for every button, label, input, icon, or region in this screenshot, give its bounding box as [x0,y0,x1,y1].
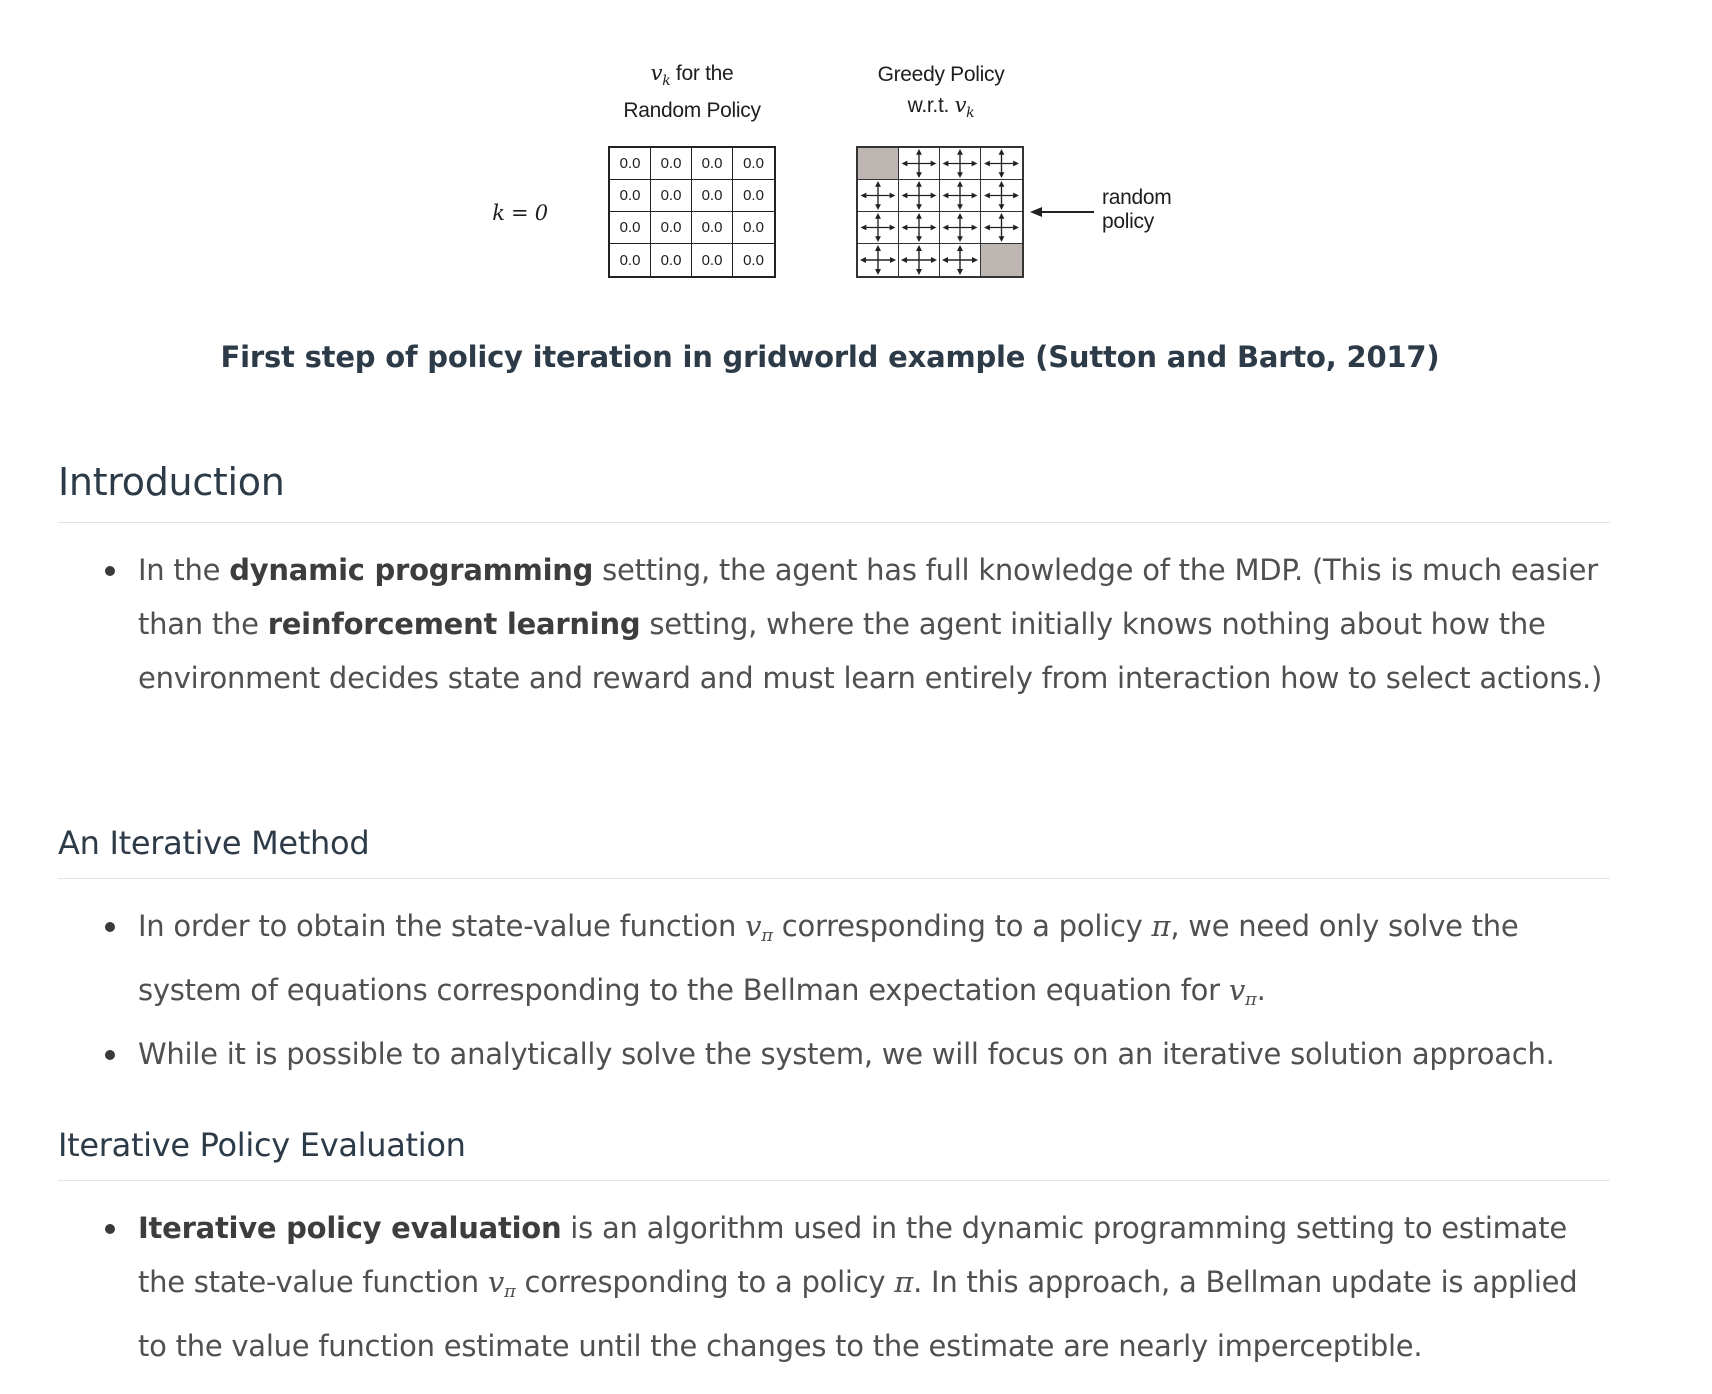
list-item: Iterative policy evaluation is an algori… [105,1201,1610,1373]
arrow-left-icon [1030,207,1094,217]
introduction-section: Introduction In the dynamic programming … [58,460,1610,705]
value-cell: 0.0 [651,148,692,180]
list-item: While it is possible to analytically sol… [105,1027,1610,1081]
four-way-arrow-icon [981,148,1022,180]
terminal-cell [858,148,899,180]
iterative-method-list: In order to obtain the state-value funct… [58,899,1610,1081]
policy-grid [856,146,1024,278]
value-cell: 0.0 [610,212,651,244]
value-cell: 0.0 [651,180,692,212]
value-cell: 0.0 [610,244,651,276]
value-cell: 0.0 [651,244,692,276]
four-way-arrow-icon [899,180,940,212]
value-cell: 0.0 [733,148,774,180]
list-item: In the dynamic programming setting, the … [105,543,1610,705]
list-item: In order to obtain the state-value funct… [105,899,1610,1027]
iterative-policy-evaluation-heading: Iterative Policy Evaluation [58,1126,1610,1181]
introduction-heading: Introduction [58,460,1610,523]
four-way-arrow-icon [858,180,899,212]
terminal-cell [981,244,1022,276]
value-cell: 0.0 [610,148,651,180]
four-way-arrow-icon [981,212,1022,244]
value-cell: 0.0 [651,212,692,244]
policy-grid-header: Greedy Policy w.r.t. vk [877,63,1005,122]
k-label: k = 0 [492,201,548,225]
iterative-policy-evaluation-section: Iterative Policy Evaluation Iterative po… [58,1126,1610,1373]
value-cell: 0.0 [743,251,764,269]
four-way-arrow-icon [940,212,981,244]
four-way-arrow-icon [899,148,940,180]
four-way-arrow-icon [981,180,1022,212]
four-way-arrow-icon [940,244,981,276]
four-way-arrow-icon [899,212,940,244]
figure-caption: First step of policy iteration in gridwo… [220,340,1440,374]
value-cell: 0.0 [733,212,774,244]
gridworld-figure: k = 0 vk for the Random Policy Greedy Po… [0,0,1712,310]
four-way-arrow-icon [899,244,940,276]
four-way-arrow-icon [858,244,899,276]
value-cell: 0.0 [692,148,733,180]
four-way-arrow-icon [940,148,981,180]
iterative-method-heading: An Iterative Method [58,824,1610,879]
value-cell: 0.0 [692,244,733,276]
value-cell: 0.0 [733,180,774,212]
iterative-method-section: An Iterative Method In order to obtain t… [58,824,1610,1081]
value-grid-header: vk for the Random Policy [623,61,761,123]
value-cell: 0.0 [610,180,651,212]
four-way-arrow-icon [940,180,981,212]
value-cell: 0.0 [692,212,733,244]
random-policy-annotation: random policy [1102,186,1172,233]
four-way-arrow-icon [858,212,899,244]
introduction-list: In the dynamic programming setting, the … [58,543,1610,705]
iterative-policy-evaluation-list: Iterative policy evaluation is an algori… [58,1201,1610,1373]
value-cell: 0.0 [692,180,733,212]
value-grid: 0.0 0.0 0.0 0.0 0.0 0.0 0.0 0.0 0.0 0.0 0.0 0.0 0.0 0… [608,146,776,278]
